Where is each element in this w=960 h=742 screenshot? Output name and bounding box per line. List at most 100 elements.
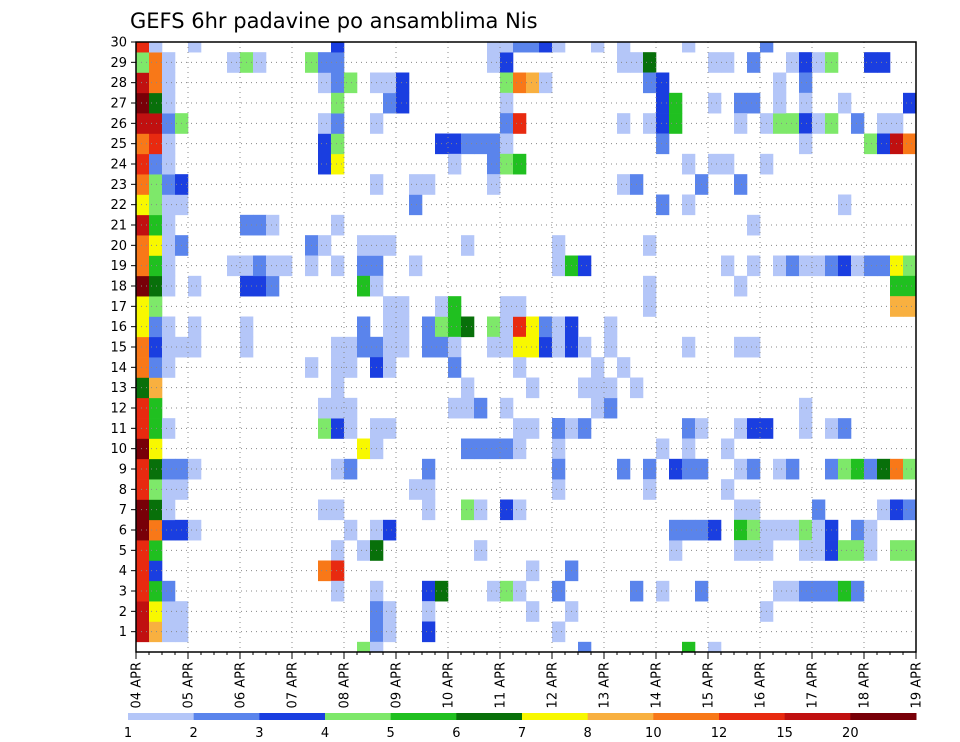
heatmap-cell	[136, 92, 150, 114]
heatmap-cell	[682, 418, 696, 439]
heatmap-cell	[136, 133, 150, 155]
heatmap-cell	[136, 560, 150, 582]
heatmap-cell	[318, 133, 332, 155]
heatmap-cell	[331, 255, 345, 277]
heatmap-cell	[422, 336, 436, 358]
heatmap-cell	[786, 255, 800, 277]
heatmap-cell	[838, 92, 852, 114]
heatmap-cell	[734, 92, 748, 114]
heatmap-cell	[526, 42, 540, 53]
heatmap-cell	[318, 153, 332, 175]
heatmap-cell	[513, 72, 527, 94]
heatmap-cell	[591, 42, 605, 53]
x-tick-label: 08 APR	[338, 662, 353, 708]
heatmap-cell	[786, 458, 800, 480]
x-tick-label: 15 APR	[702, 662, 717, 708]
x-tick-label: 11 APR	[494, 662, 509, 708]
y-tick-label: 30	[110, 36, 127, 51]
heatmap-cell	[422, 580, 436, 602]
heatmap-cell	[149, 519, 163, 541]
heatmap-cell	[539, 42, 553, 53]
y-tick-label: 18	[110, 280, 127, 295]
y-tick-label: 14	[110, 361, 127, 376]
heatmap-cell	[149, 214, 163, 236]
heatmap-cell	[864, 540, 878, 561]
y-tick-label: 6	[119, 524, 127, 539]
y-tick-label: 13	[110, 381, 127, 396]
heatmap-cell	[149, 92, 163, 114]
heatmap-cell	[357, 641, 371, 653]
heatmap-cell	[903, 296, 917, 317]
heatmap-cell	[162, 519, 176, 541]
heatmap-cell	[552, 316, 566, 338]
heatmap-cell	[448, 357, 462, 378]
heatmap-cell	[136, 499, 150, 521]
heatmap-cell	[383, 336, 397, 358]
heatmap-cell	[773, 519, 787, 541]
heatmap-cell	[838, 580, 852, 602]
heatmap-cell	[149, 174, 163, 195]
heatmap-cell	[136, 235, 150, 256]
heatmap-cell	[799, 540, 813, 561]
heatmap-cell	[877, 52, 891, 73]
heatmap-cell	[513, 113, 527, 134]
y-tick-label: 2	[119, 605, 127, 620]
heatmap-cell	[162, 235, 176, 256]
heatmap-cell	[331, 133, 345, 155]
heatmap-cell	[682, 194, 696, 216]
heatmap-cell	[344, 519, 358, 541]
heatmap-cell	[552, 479, 566, 500]
heatmap-cell	[734, 174, 748, 195]
heatmap-cell	[162, 336, 176, 358]
heatmap-cell	[747, 540, 761, 561]
heatmap-cell	[604, 316, 618, 338]
heatmap-cell	[318, 113, 332, 134]
heatmap-cell	[253, 214, 267, 236]
heatmap-cell	[448, 296, 462, 317]
heatmap-cell	[838, 458, 852, 480]
heatmap-cell	[838, 255, 852, 277]
heatmap-cell	[422, 479, 436, 500]
heatmap-cell	[513, 418, 527, 439]
legend-swatch	[587, 713, 654, 720]
heatmap-cell	[370, 641, 384, 653]
heatmap-cell	[617, 113, 631, 134]
heatmap-cell	[253, 275, 267, 297]
heatmap-cell	[604, 397, 618, 419]
heatmap-cell	[344, 418, 358, 439]
heatmap-cell	[864, 133, 878, 155]
heatmap-cell	[812, 580, 826, 602]
heatmap-cell	[617, 52, 631, 73]
heatmap-cell	[136, 397, 150, 419]
heatmap-cell	[487, 153, 501, 175]
legend-swatch	[522, 713, 589, 720]
legend-swatch	[390, 713, 457, 720]
heatmap-cell	[344, 357, 358, 378]
heatmap-cell	[669, 92, 683, 114]
heatmap-cell	[279, 255, 293, 277]
heatmap-cell	[643, 72, 657, 94]
x-tick-label: 19 APR	[910, 662, 925, 708]
heatmap-cell	[136, 52, 150, 73]
heatmap-cell	[656, 438, 670, 460]
heatmap-cell	[812, 52, 826, 73]
heatmap-cell	[552, 621, 566, 643]
heatmap-cell	[344, 397, 358, 419]
heatmap-cell	[552, 336, 566, 358]
y-tick-label: 16	[110, 320, 127, 335]
legend-label: 3	[255, 726, 263, 741]
heatmap-cell	[513, 42, 527, 53]
heatmap-cell	[136, 42, 150, 53]
heatmap-cell	[227, 255, 241, 277]
heatmap-cell	[487, 580, 501, 602]
heatmap-cell	[162, 194, 176, 216]
heatmap-cell	[357, 255, 371, 277]
heatmap-cell	[149, 316, 163, 338]
y-tick-label: 17	[110, 300, 127, 315]
heatmap-cell	[331, 153, 345, 175]
heatmap-cell	[552, 255, 566, 277]
heatmap-cell	[773, 92, 787, 114]
heatmap-cell	[266, 275, 280, 297]
heatmap-cell	[513, 336, 527, 358]
heatmap-cell	[513, 438, 527, 460]
